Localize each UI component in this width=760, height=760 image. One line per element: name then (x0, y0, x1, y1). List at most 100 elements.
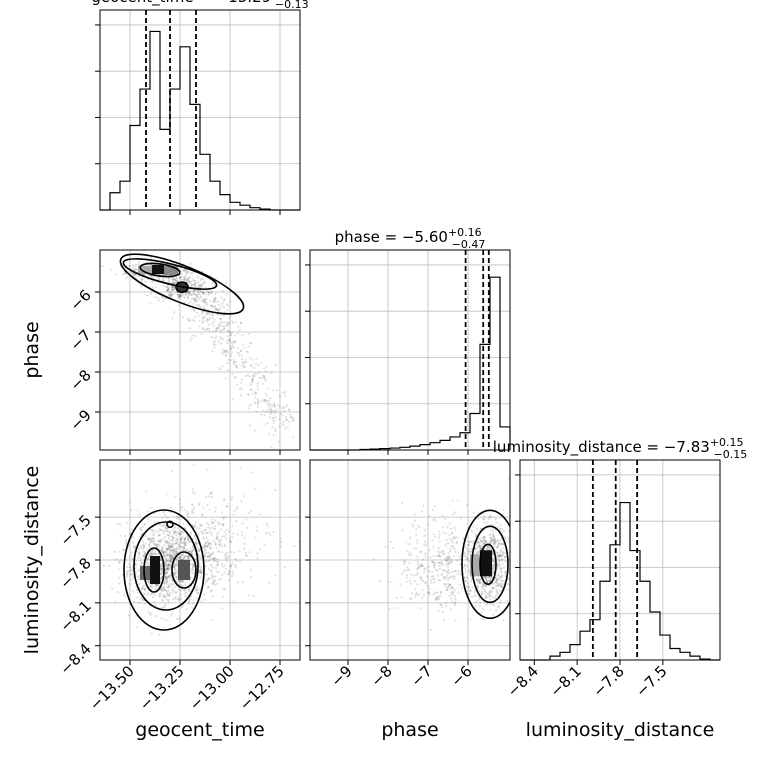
scatter-point (256, 402, 260, 405)
scatter-point (166, 592, 170, 595)
scatter-point (195, 541, 198, 544)
scatter-point (442, 550, 445, 553)
scatter-point (154, 588, 157, 591)
scatter-point (165, 547, 169, 551)
scatter-point (437, 597, 441, 600)
scatter-point (162, 532, 165, 535)
scatter-point (150, 553, 153, 556)
scatter-point (202, 538, 205, 541)
scatter-point (488, 546, 491, 550)
scatter-point (204, 541, 207, 544)
scatter-point (450, 539, 454, 542)
scatter-point (214, 543, 218, 546)
scatter-point (492, 533, 495, 536)
scatter-point (240, 387, 243, 390)
scatter-point (253, 372, 256, 376)
scatter-point (474, 547, 477, 550)
scatter-point (142, 555, 145, 558)
scatter-point (183, 301, 187, 304)
scatter-point (248, 424, 252, 427)
scatter-point (438, 561, 441, 564)
scatter-point (458, 555, 461, 558)
scatter-point (212, 539, 215, 543)
scatter-point (486, 579, 489, 582)
scatter-point (160, 568, 163, 571)
scatter-point (172, 286, 175, 289)
scatter-point (196, 296, 199, 299)
scatter-point (173, 553, 176, 556)
scatter-point (137, 275, 140, 278)
scatter-point (179, 502, 182, 505)
scatter-point (159, 538, 162, 541)
scatter-point (413, 513, 416, 516)
scatter-point (175, 548, 178, 551)
scatter-point (192, 292, 195, 295)
scatter-point (469, 540, 472, 543)
scatter-point (220, 577, 223, 580)
scatter-point (378, 580, 382, 583)
scatter-point (210, 291, 213, 294)
scatter-point (274, 574, 277, 577)
scatter-point (215, 536, 219, 539)
scatter-point (241, 334, 244, 337)
scatter-point (403, 568, 406, 572)
scatter-point (491, 587, 494, 590)
scatter-point (432, 575, 435, 578)
scatter-point (190, 552, 194, 555)
scatter-point (210, 313, 214, 316)
scatter-point (199, 294, 202, 298)
scatter-point (142, 554, 145, 557)
scatter-point (479, 540, 483, 543)
scatter-point (165, 592, 168, 596)
scatter-point (223, 321, 226, 324)
scatter-point (165, 541, 168, 544)
scatter-point (135, 596, 139, 599)
scatter-point (246, 526, 249, 530)
scatter-point (504, 570, 507, 574)
scatter-point (164, 554, 168, 558)
scatter-point (205, 536, 208, 539)
scatter-point (515, 563, 517, 565)
scatter-point (229, 565, 233, 568)
scatter-point (226, 361, 229, 365)
scatter-point (130, 528, 134, 531)
scatter-point (140, 587, 143, 590)
scatter-point (241, 580, 244, 583)
scatter-point (179, 506, 183, 509)
scatter-point (262, 398, 265, 402)
scatter-point (160, 587, 163, 590)
scatter-point (207, 542, 210, 546)
scatter-point (170, 535, 174, 538)
scatter-point (482, 536, 485, 539)
scatter-point (480, 611, 483, 614)
scatter-point (252, 594, 255, 597)
scatter-point (438, 530, 441, 533)
scatter-point (424, 581, 428, 584)
scatter-point (447, 562, 451, 566)
scatter-point (290, 416, 293, 419)
scatter-point (147, 543, 151, 547)
scatter-point (405, 573, 409, 577)
scatter-point (169, 554, 173, 557)
scatter-point (179, 295, 182, 298)
scatter-point (496, 593, 499, 597)
scatter-point (128, 264, 132, 267)
scatter-point (225, 303, 228, 306)
title-plus: +0.16 (448, 226, 482, 239)
scatter-point (200, 283, 204, 286)
scatter-point (164, 575, 167, 578)
scatter-point (458, 558, 461, 561)
scatter-point (493, 539, 496, 542)
scatter-point (433, 581, 436, 584)
scatter-point (479, 545, 482, 548)
scatter-point (420, 565, 423, 568)
scatter-point (225, 559, 228, 562)
scatter-point (192, 334, 195, 337)
scatter-point (478, 605, 481, 608)
scatter-point (511, 575, 513, 577)
scatter-point (507, 540, 510, 544)
scatter-point (292, 436, 295, 439)
scatter-point (166, 567, 169, 571)
scatter-point (157, 539, 160, 542)
scatter-point (169, 559, 172, 563)
